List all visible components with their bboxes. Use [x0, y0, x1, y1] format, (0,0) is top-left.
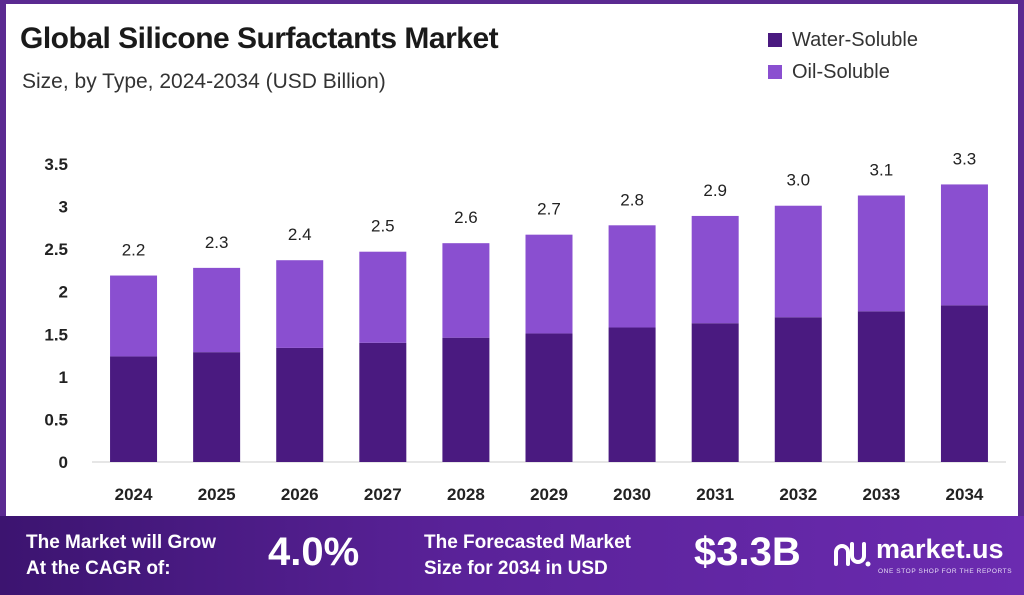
- legend-label-water-soluble: Water-Soluble: [792, 28, 918, 51]
- bar-oil-soluble-2034: [940, 184, 988, 306]
- x-tick-label-2032: 2032: [779, 485, 817, 504]
- x-tick-label-2029: 2029: [530, 485, 568, 504]
- legend: Water-Soluble Oil-Soluble: [768, 24, 918, 88]
- cagr-label-line2: At the CAGR of:: [26, 558, 171, 579]
- total-label-2025: 2.3: [205, 233, 229, 252]
- total-label-2024: 2.2: [122, 241, 146, 260]
- bar-oil-soluble-2030: [608, 225, 656, 328]
- forecast-label-line2: Size for 2034 in USD: [424, 558, 608, 579]
- x-tick-label-2024: 2024: [115, 485, 153, 504]
- bar-oil-soluble-2024: [110, 275, 158, 357]
- total-label-2028: 2.6: [454, 208, 478, 227]
- legend-label-oil-soluble: Oil-Soluble: [792, 60, 890, 83]
- forecast-value: $3.3B: [694, 530, 801, 574]
- y-tick-label: 3: [59, 198, 68, 217]
- y-tick-label: 3.5: [44, 155, 68, 174]
- x-tick-label-2025: 2025: [198, 485, 236, 504]
- bar-water-soluble-2034: [940, 305, 988, 462]
- bar-water-soluble-2025: [193, 352, 241, 462]
- x-tick-label-2033: 2033: [862, 485, 900, 504]
- bar-oil-soluble-2027: [359, 251, 407, 343]
- forecast-label: The Forecasted Market Size for 2034 in U…: [424, 530, 684, 582]
- bar-water-soluble-2031: [691, 323, 739, 462]
- total-label-2026: 2.4: [288, 225, 312, 244]
- cagr-label: The Market will Grow At the CAGR of:: [26, 530, 266, 582]
- total-label-2032: 3.0: [786, 171, 810, 190]
- x-tick-label-2030: 2030: [613, 485, 651, 504]
- bar-water-soluble-2024: [110, 356, 158, 462]
- x-tick-label-2026: 2026: [281, 485, 319, 504]
- bar-oil-soluble-2028: [442, 243, 490, 338]
- cagr-value: 4.0%: [268, 530, 360, 574]
- bar-water-soluble-2032: [774, 317, 822, 462]
- legend-item-water-soluble: Water-Soluble: [768, 24, 918, 56]
- chart-title: Global Silicone Surfactants Market: [20, 22, 499, 55]
- y-tick-label: 0.5: [44, 410, 68, 429]
- bar-oil-soluble-2033: [857, 195, 905, 312]
- x-tick-label-2031: 2031: [696, 485, 734, 504]
- bar-water-soluble-2027: [359, 342, 407, 462]
- cagr-label-line1: The Market will Grow: [26, 532, 217, 553]
- forecast-label-line1: The Forecasted Market: [424, 532, 631, 553]
- bar-water-soluble-2033: [857, 311, 905, 462]
- y-tick-label: 0: [59, 453, 68, 472]
- y-tick-label: 2: [59, 283, 68, 302]
- brand-logo: market.us ONE STOP SHOP FOR THE REPORTS: [832, 532, 1018, 582]
- total-label-2031: 2.9: [703, 181, 727, 200]
- total-label-2034: 3.3: [953, 149, 977, 168]
- bar-oil-soluble-2026: [276, 260, 324, 348]
- y-tick-label: 1: [59, 368, 68, 387]
- y-tick-label: 2.5: [44, 240, 68, 259]
- total-label-2029: 2.7: [537, 200, 561, 219]
- brand-tagline: ONE STOP SHOP FOR THE REPORTS: [878, 568, 1013, 575]
- summary-banner: The Market will Grow At the CAGR of: 4.0…: [0, 516, 1024, 595]
- total-label-2033: 3.1: [870, 161, 894, 180]
- bar-oil-soluble-2025: [193, 267, 241, 353]
- legend-swatch-water-soluble: [768, 33, 782, 47]
- x-tick-label-2028: 2028: [447, 485, 485, 504]
- bar-oil-soluble-2032: [774, 205, 822, 318]
- chart-subtitle: Size, by Type, 2024-2034 (USD Billion): [22, 70, 386, 93]
- bar-water-soluble-2028: [442, 337, 490, 462]
- market-us-logo-icon: [834, 542, 871, 567]
- total-label-2027: 2.5: [371, 217, 395, 236]
- x-tick-label-2034: 2034: [946, 485, 984, 504]
- legend-item-oil-soluble: Oil-Soluble: [768, 56, 918, 88]
- legend-swatch-oil-soluble: [768, 65, 782, 79]
- brand-name: market.us: [876, 534, 1004, 564]
- x-tick-label-2027: 2027: [364, 485, 402, 504]
- y-tick-label: 1.5: [44, 325, 68, 344]
- bar-oil-soluble-2029: [525, 234, 573, 334]
- total-label-2030: 2.8: [620, 190, 644, 209]
- bar-chart-plot: 0 0.5 1 1.5 2 2.5 3 3.5 2.2 2024 2.3 2025 2.4 2026 2.5…: [44, 149, 1006, 504]
- bar-oil-soluble-2031: [691, 215, 739, 324]
- bar-water-soluble-2030: [608, 327, 656, 462]
- bar-water-soluble-2026: [276, 347, 324, 462]
- bar-water-soluble-2029: [525, 333, 573, 462]
